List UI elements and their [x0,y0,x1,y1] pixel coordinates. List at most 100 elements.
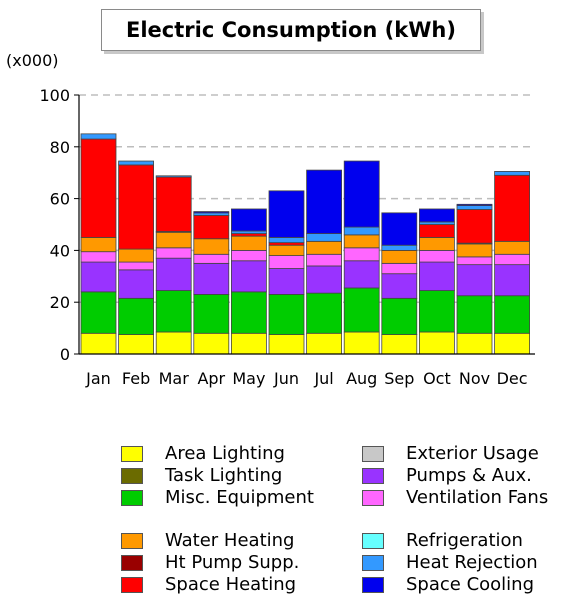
bar-segment [80,261,117,293]
bar-segment [80,138,117,238]
bar-segment [381,273,418,299]
bar-segment [118,334,154,355]
bar-segment [230,249,267,262]
bar-segment [193,262,230,295]
bar-segment [230,208,267,232]
bar-stack-feb [118,160,154,355]
bar-segment [193,211,230,214]
x-tick-label: Mar [159,369,190,388]
bar-segment [418,237,455,251]
bar-segment [494,240,531,255]
bar-stacks [80,133,531,355]
legend-swatch [121,532,143,549]
bar-segment [155,175,192,178]
bar-segment [306,253,343,267]
bar-segment [456,209,493,244]
bar-segment [230,235,267,251]
y-tick-label: 60 [50,190,70,209]
legend-item: Pumps & Aux. [362,465,532,486]
x-tick-label: Feb [122,369,150,388]
bar-segment [80,133,117,140]
bar-segment [230,260,267,293]
bar-segment [494,264,531,297]
bar-segment [118,160,154,166]
bar-segment [456,243,493,258]
legend-swatch [362,489,384,506]
bar-segment [118,164,154,250]
y-tick-label: 40 [50,241,70,260]
bar-stack-dec [494,171,531,355]
bar-segment [118,297,154,335]
bar-segment [306,332,343,355]
legend-item: Ht Pump Supp. [121,552,299,573]
bar-stack-apr [193,211,230,355]
x-tick-label: Nov [459,369,490,388]
axes [78,95,535,355]
bar-segment [118,269,154,299]
bar-segment [418,261,455,291]
legend-label: Space Heating [165,574,297,595]
legend-label: Space Cooling [406,574,535,595]
bar-segment [343,287,380,333]
bar-segment [306,292,343,334]
bar-segment [80,237,117,253]
legend-label: Refrigeration [406,530,523,551]
legend-swatch [121,576,143,593]
bar-segment [230,332,267,355]
bar-segment [456,205,493,210]
bar-stack-jul [306,169,343,355]
bar-segment [381,262,418,275]
x-tick-label: Oct [423,369,451,388]
bar-segment [494,171,531,176]
legend-label: Water Heating [165,530,295,551]
bar-stack-jan [80,133,117,355]
bar-segment [381,334,418,355]
bar-stack-sep [381,212,418,355]
legend-swatch [121,467,143,484]
bar-segment [306,233,343,242]
bar-segment [193,332,230,355]
bar-segment [80,332,117,355]
bar-segment [343,247,380,262]
bar-segment [268,244,305,256]
bar-stack-oct [418,208,455,355]
bar-segment [268,237,305,244]
legend-item: Space Cooling [362,574,534,595]
bar-segment [230,291,267,334]
bar-segment [155,176,192,232]
legend-swatch [362,532,384,549]
bar-stack-nov [456,203,493,355]
bar-segment [80,251,117,263]
legend-label: Ht Pump Supp. [165,552,300,573]
bar-segment [456,264,493,297]
legend-item: Water Heating [121,530,294,551]
bar-segment [268,294,305,335]
bar-segment [418,331,455,355]
legend-swatch [362,445,384,462]
y-axis-multiplier: (x000) [6,51,59,70]
legend-label: Misc. Equipment [165,487,314,508]
bar-segment [494,295,531,334]
legend-label: Pumps & Aux. [406,465,532,486]
bar-stack-jun [268,190,305,355]
bar-segment [381,244,418,251]
bar-stack-mar [155,175,192,355]
legend-item: Ventilation Fans [362,487,548,508]
bar-segment [418,208,455,223]
x-tick-label: May [232,369,265,388]
legend-item: Heat Rejection [362,552,538,573]
bar-segment [494,332,531,355]
legend-swatch [121,445,143,462]
bar-segment [418,249,455,263]
legend-swatch [362,576,384,593]
legend-item: Misc. Equipment [121,487,314,508]
bar-segment [155,247,192,259]
bar-segment [268,268,305,295]
legend-item: Exterior Usage [362,443,539,464]
bar-segment [155,231,192,249]
legend-item: Task Lighting [121,465,282,486]
bar-segment [343,331,380,355]
bar-stack-aug [343,160,380,355]
bar-segment [80,291,117,334]
